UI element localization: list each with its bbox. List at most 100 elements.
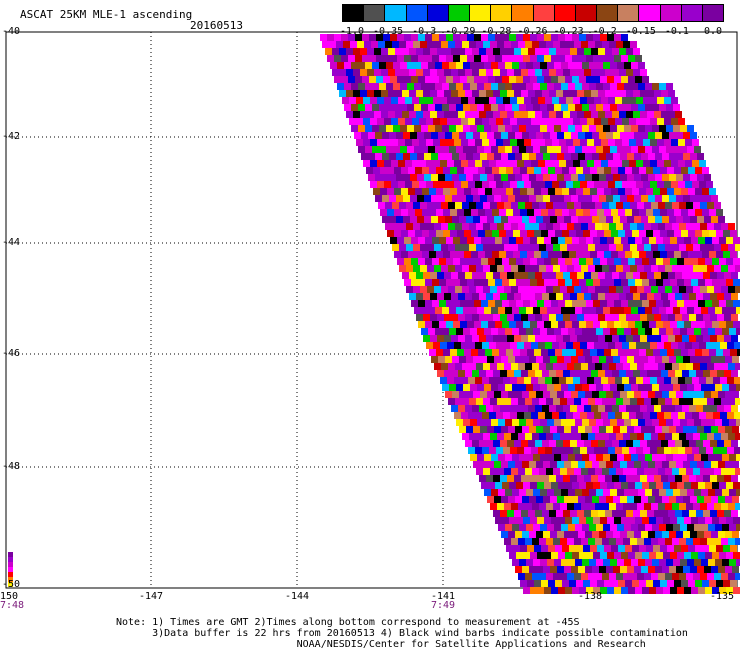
swath-cell (567, 286, 574, 293)
swath-cell (662, 531, 669, 538)
swath-cell (539, 573, 546, 580)
swath-cell (698, 482, 705, 489)
swath-cell (690, 132, 697, 139)
swath-cell (656, 587, 663, 594)
swath-cell (471, 349, 478, 356)
swath-cell (633, 510, 640, 517)
swath-cell (619, 335, 626, 342)
swath-cell (717, 440, 724, 447)
swath-cell (707, 538, 714, 545)
swath-cell (554, 454, 561, 461)
swath-cell (621, 76, 628, 83)
swath-cell (588, 286, 595, 293)
swath-cell (445, 391, 452, 398)
swath-cell (465, 272, 472, 279)
swath-cell (665, 468, 672, 475)
swath-cell (403, 132, 410, 139)
swath-cell (707, 503, 714, 510)
swath-cell (668, 335, 675, 342)
swath-cell (627, 153, 634, 160)
swath-cell (678, 118, 685, 125)
swath-cell (662, 132, 669, 139)
swath-cell (499, 188, 506, 195)
swath-cell (555, 545, 562, 552)
swath-cell (540, 454, 547, 461)
swath-cell (387, 209, 394, 216)
swath-cell (719, 552, 726, 559)
swath-cell (695, 209, 702, 216)
swath-cell (643, 412, 650, 419)
swath-cell (712, 587, 719, 594)
swath-cell (597, 349, 604, 356)
swath-cell (397, 76, 404, 83)
swath-cell (404, 279, 411, 286)
swath-cell (539, 398, 546, 405)
swath-cell (643, 160, 650, 167)
swath-cell (563, 272, 570, 279)
swath-cell (521, 69, 528, 76)
swath-cell (491, 454, 498, 461)
swath-cell (564, 132, 571, 139)
swath-cell (687, 559, 694, 566)
swath-cell (516, 258, 523, 265)
swath-cell (569, 545, 576, 552)
swath-cell (523, 76, 530, 83)
swath-cell (674, 349, 681, 356)
swath-cell (591, 510, 598, 517)
swath-cell (486, 272, 493, 279)
swath-cell (411, 76, 418, 83)
swath-cell (619, 510, 626, 517)
swath-cell (637, 573, 644, 580)
swath-cell (632, 167, 639, 174)
swath-cell (505, 146, 512, 153)
swath-cell (641, 132, 648, 139)
swath-cell (377, 160, 384, 167)
swath-cell (476, 41, 483, 48)
swath-cell (346, 111, 353, 118)
swath-cell (453, 34, 460, 41)
swath-cell (621, 321, 628, 328)
swath-cell (704, 216, 711, 223)
swath-cell (553, 202, 560, 209)
swath-cell (708, 559, 715, 566)
swath-cell (685, 447, 692, 454)
swath-cell (553, 363, 560, 370)
swath-cell (624, 559, 631, 566)
swath-cell (529, 356, 536, 363)
swath-cell (622, 181, 629, 188)
swath-cell (586, 552, 593, 559)
swath-cell (563, 440, 570, 447)
swath-cell (481, 300, 488, 307)
swath-cell (694, 146, 701, 153)
swath-cell (623, 468, 630, 475)
swath-cell (643, 447, 650, 454)
swath-cell (441, 202, 448, 209)
swath-cell (622, 342, 629, 349)
swath-cell (573, 377, 580, 384)
swath-cell (594, 97, 601, 104)
swath-cell (555, 349, 562, 356)
colorbar-swatch (701, 4, 725, 22)
mini-colorbar-swatch (8, 567, 13, 572)
swath-cell (732, 391, 739, 398)
swath-cell (509, 552, 516, 559)
swath-cell (542, 370, 549, 377)
swath-cell (634, 461, 641, 468)
swath-cell (578, 461, 585, 468)
swath-cell (530, 482, 537, 489)
swath-cell (655, 356, 662, 363)
swath-cell (664, 342, 671, 349)
swath-cell (504, 433, 511, 440)
swath-cell (513, 230, 520, 237)
swath-cell (500, 475, 507, 482)
swath-cell (597, 188, 604, 195)
swath-cell (525, 286, 532, 293)
swath-cell (537, 587, 544, 594)
swath-cell (511, 363, 518, 370)
swath-cell (434, 286, 441, 293)
swath-cell (557, 391, 564, 398)
swath-cell (390, 34, 397, 41)
swath-cell (716, 349, 723, 356)
swath-cell (432, 300, 439, 307)
swath-cell (539, 503, 546, 510)
